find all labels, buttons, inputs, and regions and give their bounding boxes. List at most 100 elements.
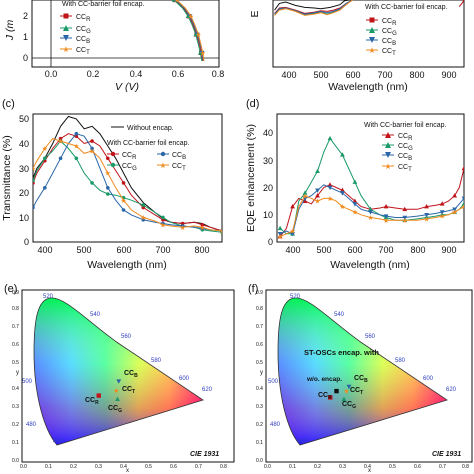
panel-c-series-3-point-14 <box>141 218 146 222</box>
legend-d-cc-r: CCR <box>382 132 413 142</box>
panel-c-ytick-20: 20 <box>19 188 29 198</box>
panel-e-ytick-6: 0.6 <box>12 342 19 348</box>
panel-c-xlabel: Wavelength (nm) <box>87 259 167 271</box>
panel-c-series-1-point-18 <box>180 221 185 226</box>
panel-e-wl-560: 560 <box>121 334 132 340</box>
panel-d-line-3 <box>279 195 464 238</box>
panel-b-series <box>274 0 464 16</box>
panel-b-line-0 <box>274 0 350 11</box>
panel-d-xtick-400: 400 <box>285 245 300 255</box>
panel-d-series-0-point-10 <box>340 187 345 193</box>
panel-c-series-2-point-2 <box>43 156 47 161</box>
panel-b: With CC-barrier foil encap. CCR CCG CCB … <box>249 0 465 93</box>
panel-e-wl-620: 620 <box>202 387 213 393</box>
panel-f-point-labels: w/o. encap. CCB CCT CCR CCG <box>306 375 368 410</box>
panel-c-line-3 <box>33 133 222 232</box>
panel-c-series-2-point-14 <box>141 203 146 207</box>
legend-b-cc-t: ★ CCT <box>366 46 396 57</box>
panel-d-xtick-600: 600 <box>347 245 362 255</box>
svg-text:★: ★ <box>62 45 69 54</box>
panel-f-ytick-8: 0.8 <box>256 306 263 312</box>
panel-d-label: (d) <box>246 98 259 110</box>
panel-d-series-2-point-6 <box>315 188 320 193</box>
panel-d-series-3-point-18: ★ <box>402 217 408 225</box>
panel-c-line-1 <box>33 133 222 232</box>
panel-f-ytick-5: 0.5 <box>256 360 263 366</box>
panel-e-yticks: 0.0 0.1 0.2 0.3 0.4 0.5 0.6 0.7 0.8 0.9 <box>12 290 19 464</box>
panel-a: ★ ★ ★ ★ With CC-barrier foil encap. CCR CCG… <box>4 0 224 93</box>
panel-a-ytick-0: 0 <box>23 53 28 63</box>
panel-a-xtick-3: 0.6 <box>172 69 185 79</box>
panel-e-xtick-4: 0.4 <box>120 464 127 470</box>
panel-c-series-1-point-14 <box>141 205 146 210</box>
legend-c-cc-b-label: CCB <box>172 152 186 161</box>
panel-d-series-2-point-16 <box>383 214 389 219</box>
panel-e-point-0 <box>96 393 101 398</box>
panel-e-points: ★ <box>96 379 122 401</box>
panel-f-xtick-6: 0.6 <box>414 464 421 470</box>
panel-c-series-3-point-10 <box>106 186 110 190</box>
panel-d-line-2 <box>279 184 464 235</box>
panel-a-ytick-2: 2 <box>23 11 28 21</box>
panel-e-wl-480: 480 <box>26 422 37 428</box>
panel-e-ytick-7: 0.7 <box>12 324 19 330</box>
panel-c-series-2-point-0 <box>33 178 35 183</box>
panel-c-legend: Without encap. With CC-barrier foil enca… <box>107 125 190 172</box>
panel-e-label: (e) <box>4 283 17 295</box>
legend-b-cc-g: CCG <box>366 27 397 37</box>
panel-a-line-1 <box>173 0 203 61</box>
panel-b-xlabel: Wavelength (nm) <box>328 81 408 93</box>
legend-c-cc-b: CCB <box>157 151 186 161</box>
panel-a-xticks: 0.0 0.2 0.4 0.6 0.8 <box>45 69 225 79</box>
legend-b-cc-t-label: CCT <box>382 48 396 57</box>
panel-a-series-2-point-4 <box>195 32 200 38</box>
panel-e-point-2: ★ <box>113 387 119 395</box>
panel-f-wl-460: 460 <box>297 439 308 445</box>
panel-f-ytick-2: 0.2 <box>256 422 263 428</box>
panel-d-series-1-point-0 <box>277 225 283 231</box>
panel-e-xtick-3: 0.3 <box>95 464 102 470</box>
panel-d-line-0 <box>279 168 464 237</box>
legend-d-cc-t: ★ CCT <box>382 162 412 173</box>
panel-f-points: ★ <box>328 384 352 401</box>
legend-a-cc-g: CCG <box>60 25 91 35</box>
panel-c-series-3-point-6 <box>74 131 79 136</box>
legend-a-cc-g-label: CCG <box>76 26 91 35</box>
panel-c-series-3-point-0 <box>33 205 35 210</box>
panel-e-xtick-2: 0.2 <box>70 464 77 470</box>
panel-c-xtick-500: 500 <box>76 245 91 255</box>
panel-c-yticks: 0 10 20 30 40 50 <box>19 114 29 247</box>
legend-a-cc-t: ★ CCT <box>60 45 90 56</box>
panel-b-xtick-700: 700 <box>377 70 392 80</box>
panel-c-xtick-800: 800 <box>194 245 209 255</box>
panel-c: (c) ★ ★ ★ ★ ★ ★ ★ ★ ★ ★ ★ ★ Without encap. With CC-… <box>1 98 223 271</box>
panel-d-xtick-900: 900 <box>441 245 456 255</box>
panel-e-gamut <box>33 297 204 446</box>
panel-e-xtick-6: 0.6 <box>170 464 177 470</box>
panel-d-series-1-point-10 <box>340 152 345 157</box>
panel-c-series-4-point-14: ★ <box>140 214 146 222</box>
panel-d-series-1-point-8 <box>327 135 333 141</box>
legend-a-cc-b: CCB <box>60 35 90 45</box>
panel-c-xtick-400: 400 <box>37 245 52 255</box>
panel-f-frame <box>265 289 473 463</box>
panel-f-point-1 <box>346 384 352 390</box>
legend-c-without-encap-label: Without encap. <box>127 125 174 132</box>
panel-d-series-0-point-16 <box>383 203 389 209</box>
panel-f-xlabel: x <box>368 468 371 474</box>
panel-f-ytick-6: 0.6 <box>256 342 263 348</box>
panel-f-wl-500: 500 <box>268 379 279 385</box>
panel-a-xtick-4: 0.8 <box>212 69 225 79</box>
panel-e-ytick-2: 0.2 <box>12 422 19 428</box>
panel-c-series-4-point-20: ★ <box>199 224 205 232</box>
panel-c-series-1-point-12 <box>121 181 126 185</box>
legend-a-cc-t-label: CCT <box>76 47 90 56</box>
panel-b-xtick-900: 900 <box>441 70 456 80</box>
panel-d-series-0-point-26 <box>461 165 464 171</box>
panel-b-legend-title: With CC-barrier foil encap. <box>365 4 448 11</box>
panel-f-wl-600: 600 <box>423 376 434 382</box>
panel-d-series-1-point-4 <box>302 190 308 195</box>
panel-d-series-2-point-22 <box>439 210 445 215</box>
panel-a-xtick-0: 0.0 <box>45 69 58 79</box>
panel-c-series-1-point-16 <box>161 218 165 222</box>
